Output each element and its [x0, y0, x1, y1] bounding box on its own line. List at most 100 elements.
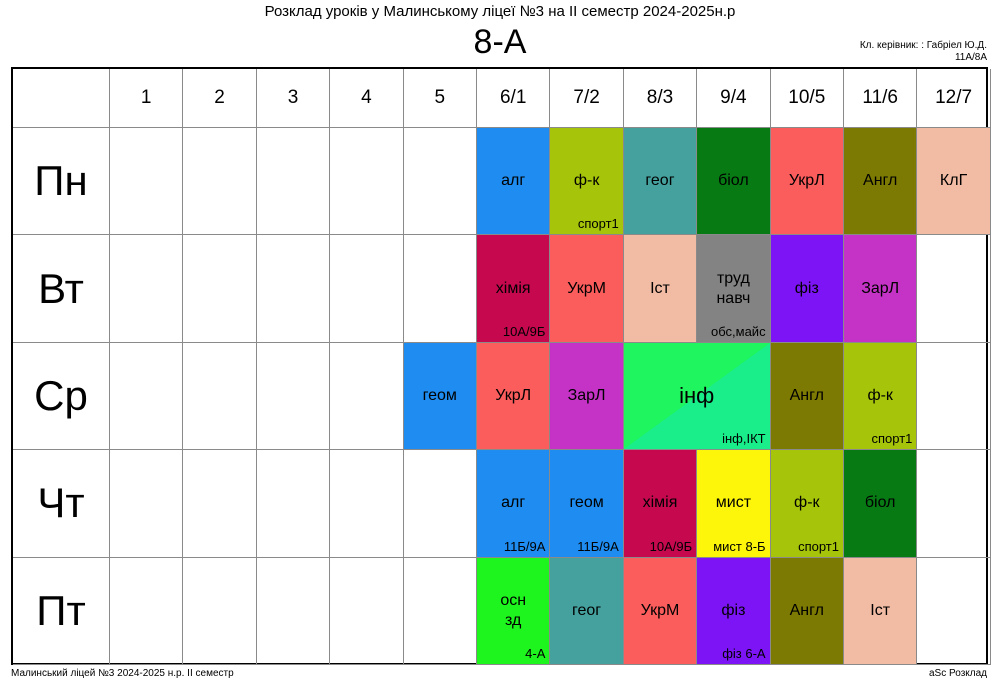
empty-slot [844, 557, 918, 665]
lesson-cell[interactable]: алг 11Б/9А [477, 450, 550, 557]
lesson-room: мист 8-Б [713, 538, 766, 554]
empty-slot [623, 450, 698, 558]
empty-slot [697, 235, 771, 343]
lesson-subject: КлГ [939, 172, 968, 190]
lesson-cell[interactable]: труд навч обс,майс [697, 235, 770, 342]
lesson-cell[interactable]: Англ [770, 557, 843, 664]
empty-slot [770, 557, 844, 665]
lesson-room: 11Б/9А [503, 538, 546, 554]
lesson-subject: ф-к [867, 386, 893, 404]
lesson-cell[interactable]: інф інф,ІКТ [623, 342, 770, 450]
lesson-cell[interactable]: УкрЛ [477, 342, 550, 450]
lesson-subject: алг [501, 494, 526, 512]
lesson-cell[interactable]: геог [623, 128, 697, 235]
lesson-cell[interactable]: геом 11Б/9А [550, 450, 623, 557]
lesson-cell[interactable]: фіз [770, 235, 843, 342]
empty-slot [697, 557, 771, 665]
period-header: 10/5 [770, 69, 844, 128]
empty-slot [110, 235, 184, 343]
empty-slot [330, 128, 404, 236]
lesson-cell[interactable]: ф-к спорт1 [770, 450, 843, 557]
lesson-cell[interactable]: УкрМ [623, 557, 697, 664]
period-header: 3 [256, 69, 331, 128]
lesson-room: 10А/9Б [649, 538, 693, 554]
lesson-subject: геом [422, 386, 457, 404]
lesson-cell[interactable]: хімія 10А/9Б [623, 450, 697, 557]
lesson-subject: фіз [794, 279, 819, 297]
lesson-subject: УкрМ [640, 601, 680, 619]
lesson-subject: ЗарЛ [567, 386, 606, 404]
lesson-cell[interactable]: біол [697, 128, 770, 235]
empty-slot [256, 450, 331, 558]
period-header: 4 [330, 69, 404, 128]
empty-slot [403, 128, 477, 236]
lesson-room: спорт1 [798, 538, 839, 554]
lesson-subject: геог [645, 172, 675, 190]
lesson-cell[interactable]: ф-к спорт1 [550, 128, 623, 235]
empty-slot [183, 557, 257, 665]
lesson-cell[interactable]: Англ [844, 128, 917, 235]
empty-slot [917, 557, 991, 665]
lesson-subject: фіз [721, 601, 746, 619]
lesson-room: 11Б/9А [577, 538, 619, 554]
lesson-cell[interactable]: хімія 10А/9Б [477, 235, 550, 342]
lesson-subject: Іст [870, 601, 891, 619]
empty-slot [623, 128, 698, 236]
empty-slot [623, 235, 698, 343]
timetable-grid: 1 2 3 4 5 6/1 7/2 8/3 9/4 10/5 11/6 12/7 Пн Вт Ср Чт Пт а… [11, 67, 991, 665]
lesson-cell[interactable]: ЗарЛ [844, 235, 917, 342]
lesson-cell[interactable]: алг [477, 128, 550, 235]
empty-slot [477, 235, 551, 343]
lesson-subject: ф-к [794, 494, 820, 512]
lesson-subject: біол [718, 172, 749, 190]
lesson-cell[interactable]: УкрЛ [770, 128, 843, 235]
empty-slot [110, 128, 184, 236]
lesson-cell[interactable]: Іст [623, 235, 697, 342]
lesson-cell[interactable]: біол [844, 450, 917, 557]
lesson-subject: хімія [642, 494, 678, 512]
lesson-cell[interactable]: УкрМ [550, 235, 623, 342]
lesson-cell[interactable]: геом [403, 342, 476, 450]
lesson-subject: Іст [650, 279, 670, 297]
empty-slot [844, 450, 918, 558]
lesson-cell[interactable]: ЗарЛ [550, 342, 623, 450]
period-header: 6/1 [477, 69, 551, 128]
empty-slot [770, 342, 844, 451]
empty-slot [550, 342, 624, 451]
lesson-cell[interactable]: мист мист 8-Б [697, 450, 770, 557]
lesson-cell[interactable]: КлГ [917, 128, 990, 235]
lesson-subject: алг [501, 172, 526, 190]
lesson-cell[interactable]: фіз фіз 6-А [697, 557, 770, 664]
lesson-cell[interactable]: осн зд 4-А [477, 557, 550, 664]
empty-slot [477, 557, 551, 665]
empty-slot [477, 342, 551, 451]
empty-slot [697, 128, 771, 236]
empty-slot [917, 450, 991, 558]
empty-slot [330, 450, 404, 558]
empty-slot [183, 235, 257, 343]
day-label: Чт [13, 450, 110, 558]
empty-slot [550, 450, 624, 558]
period-header: 1 [110, 69, 184, 128]
class-name: 8-А [473, 23, 527, 61]
empty-slot [770, 128, 844, 236]
lesson-subject: біол [864, 494, 896, 512]
empty-slot [844, 342, 918, 451]
empty-slot [917, 128, 991, 236]
lesson-room: фіз 6-А [722, 645, 766, 661]
empty-slot [110, 342, 184, 451]
empty-slot [330, 342, 404, 451]
period-header: 12/7 [917, 69, 991, 128]
lesson-cell[interactable]: ф-к спорт1 [844, 342, 917, 450]
empty-slot [183, 342, 257, 451]
empty-slot [844, 235, 918, 343]
period-header: 5 [403, 69, 477, 128]
empty-slot [623, 557, 698, 665]
lesson-cell[interactable]: геог [550, 557, 623, 664]
lesson-cell[interactable]: Англ [770, 342, 843, 450]
lesson-cell[interactable]: Іст [844, 557, 917, 664]
empty-slot [917, 342, 991, 451]
class-teacher-name: Кл. керівник: : Габріел Ю.Д. [859, 40, 987, 51]
empty-slot [183, 128, 257, 236]
empty-slot [110, 557, 184, 665]
